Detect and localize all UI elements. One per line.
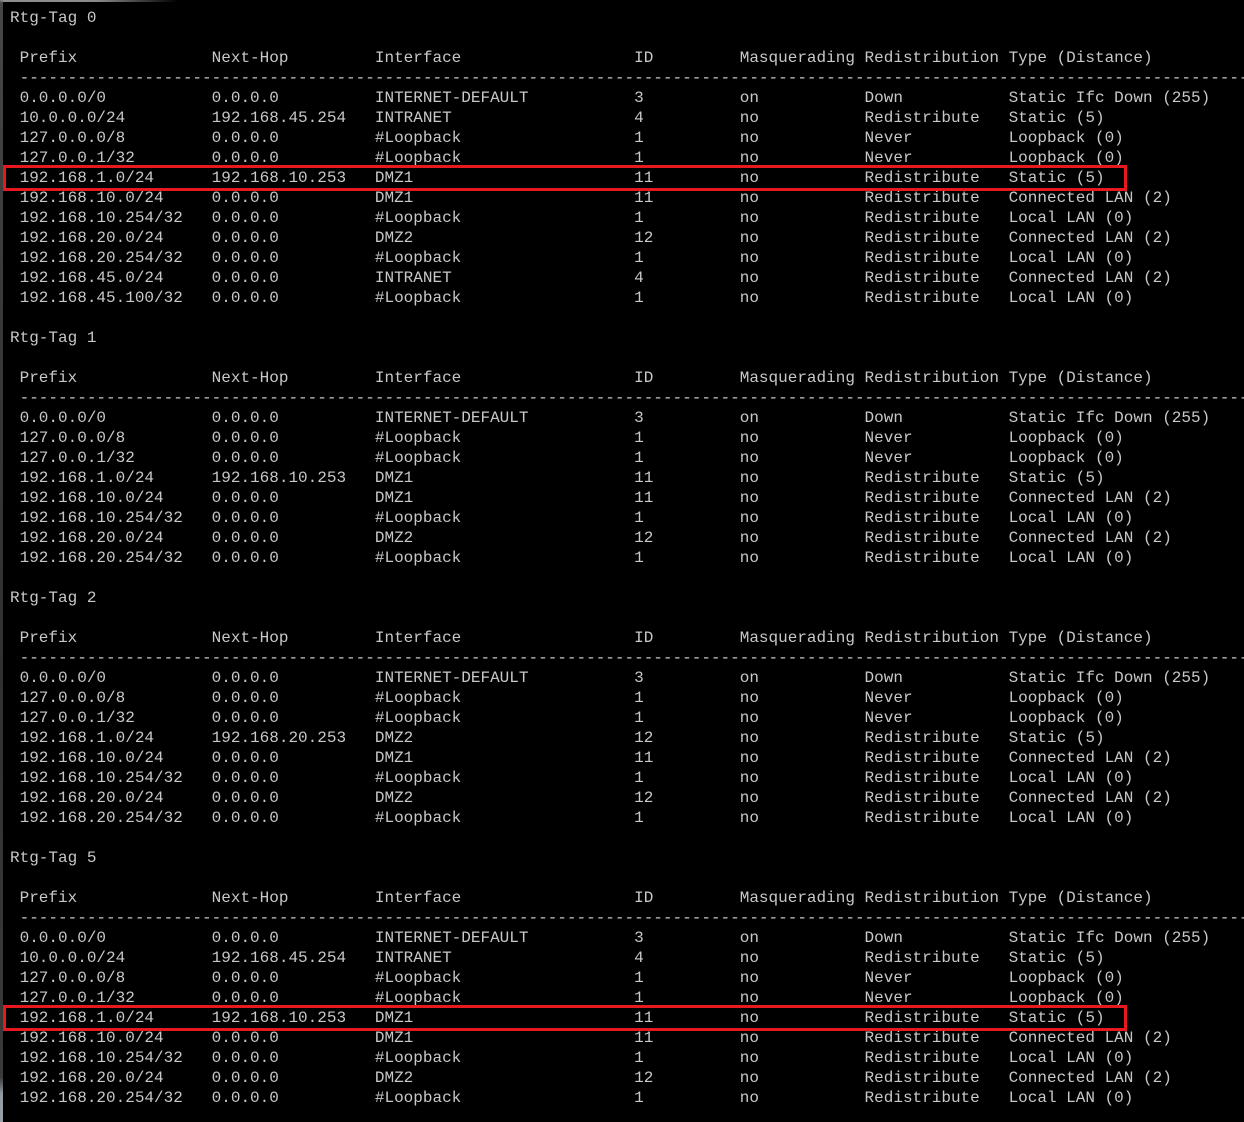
route-row: 192.168.45.100/32 0.0.0.0 #Loopback 1 no… xyxy=(10,289,1134,307)
blank-line xyxy=(0,868,1244,888)
route-row: 192.168.20.254/32 0.0.0.0 #Loopback 1 no… xyxy=(10,809,1134,827)
route-row: 192.168.10.0/24 0.0.0.0 DMZ1 11 no Redis… xyxy=(10,489,1172,507)
route-row: 0.0.0.0/0 0.0.0.0 INTERNET-DEFAULT 3 on … xyxy=(10,409,1211,427)
route-row: 127.0.0.0/8 0.0.0.0 #Loopback 1 no Never… xyxy=(10,429,1124,447)
route-row: 192.168.10.254/32 0.0.0.0 #Loopback 1 no… xyxy=(10,209,1134,227)
section-title: Rtg-Tag 1 xyxy=(10,329,97,347)
blank-line xyxy=(0,608,1244,628)
section-title: Rtg-Tag 5 xyxy=(10,849,97,867)
table-separator: ----------------------------------------… xyxy=(10,69,1244,87)
terminal-output: Rtg-Tag 0 Prefix Next-Hop Interface ID M… xyxy=(0,8,1244,1108)
route-row: 127.0.0.0/8 0.0.0.0 #Loopback 1 no Never… xyxy=(10,969,1124,987)
section-title: Rtg-Tag 0 xyxy=(10,9,97,27)
route-row: 0.0.0.0/0 0.0.0.0 INTERNET-DEFAULT 3 on … xyxy=(10,89,1211,107)
route-row: 192.168.20.0/24 0.0.0.0 DMZ2 12 no Redis… xyxy=(10,1069,1172,1087)
table-separator: ----------------------------------------… xyxy=(10,389,1244,407)
route-row: 192.168.20.254/32 0.0.0.0 #Loopback 1 no… xyxy=(10,1089,1134,1107)
route-row: 127.0.0.1/32 0.0.0.0 #Loopback 1 no Neve… xyxy=(10,989,1124,1007)
route-row: 192.168.20.0/24 0.0.0.0 DMZ2 12 no Redis… xyxy=(10,229,1172,247)
blank-line xyxy=(0,308,1244,328)
route-row: 0.0.0.0/0 0.0.0.0 INTERNET-DEFAULT 3 on … xyxy=(10,669,1211,687)
route-row: 127.0.0.1/32 0.0.0.0 #Loopback 1 no Neve… xyxy=(10,709,1124,727)
route-row: 192.168.10.0/24 0.0.0.0 DMZ1 11 no Redis… xyxy=(10,749,1172,767)
table-header-row: Prefix Next-Hop Interface ID Masqueradin… xyxy=(10,49,1153,67)
table-header-row: Prefix Next-Hop Interface ID Masqueradin… xyxy=(10,369,1153,387)
table-separator: ----------------------------------------… xyxy=(10,909,1244,927)
route-row: 127.0.0.1/32 0.0.0.0 #Loopback 1 no Neve… xyxy=(10,149,1124,167)
route-row: 192.168.10.254/32 0.0.0.0 #Loopback 1 no… xyxy=(10,1049,1134,1067)
route-row: 10.0.0.0/24 192.168.45.254 INTRANET 4 no… xyxy=(10,949,1105,967)
table-separator: ----------------------------------------… xyxy=(10,649,1244,667)
window-edge-top xyxy=(0,0,178,2)
route-row: 192.168.20.0/24 0.0.0.0 DMZ2 12 no Redis… xyxy=(10,529,1172,547)
route-row: 192.168.20.254/32 0.0.0.0 #Loopback 1 no… xyxy=(10,549,1134,567)
blank-line xyxy=(0,28,1244,48)
blank-line xyxy=(0,348,1244,368)
route-row: 192.168.10.0/24 0.0.0.0 DMZ1 11 no Redis… xyxy=(10,189,1172,207)
table-header-row: Prefix Next-Hop Interface ID Masqueradin… xyxy=(10,629,1153,647)
route-row: 0.0.0.0/0 0.0.0.0 INTERNET-DEFAULT 3 on … xyxy=(10,929,1211,947)
route-row: 127.0.0.1/32 0.0.0.0 #Loopback 1 no Neve… xyxy=(10,449,1124,467)
section-title: Rtg-Tag 2 xyxy=(10,589,97,607)
route-row: 127.0.0.0/8 0.0.0.0 #Loopback 1 no Never… xyxy=(10,129,1124,147)
route-row: 192.168.20.0/24 0.0.0.0 DMZ2 12 no Redis… xyxy=(10,789,1172,807)
route-row: 192.168.45.0/24 0.0.0.0 INTRANET 4 no Re… xyxy=(10,269,1172,287)
route-row: 192.168.10.254/32 0.0.0.0 #Loopback 1 no… xyxy=(10,509,1134,527)
blank-line xyxy=(0,568,1244,588)
route-row: 10.0.0.0/24 192.168.45.254 INTRANET 4 no… xyxy=(10,109,1105,127)
route-row: 192.168.1.0/24 192.168.10.253 DMZ1 11 no… xyxy=(0,1005,1244,1031)
table-header-row: Prefix Next-Hop Interface ID Masqueradin… xyxy=(10,889,1153,907)
route-row: 192.168.10.254/32 0.0.0.0 #Loopback 1 no… xyxy=(10,769,1134,787)
route-row: 192.168.20.254/32 0.0.0.0 #Loopback 1 no… xyxy=(10,249,1134,267)
route-row: 127.0.0.0/8 0.0.0.0 #Loopback 1 no Never… xyxy=(10,689,1124,707)
window-edge-left xyxy=(0,0,3,1122)
blank-line xyxy=(0,828,1244,848)
route-row: 192.168.1.0/24 192.168.10.253 DMZ1 11 no… xyxy=(10,469,1105,487)
route-row: 192.168.1.0/24 192.168.10.253 DMZ1 11 no… xyxy=(0,165,1244,191)
route-row: 192.168.10.0/24 0.0.0.0 DMZ1 11 no Redis… xyxy=(10,1029,1172,1047)
route-row: 192.168.1.0/24 192.168.20.253 DMZ2 12 no… xyxy=(10,729,1105,747)
